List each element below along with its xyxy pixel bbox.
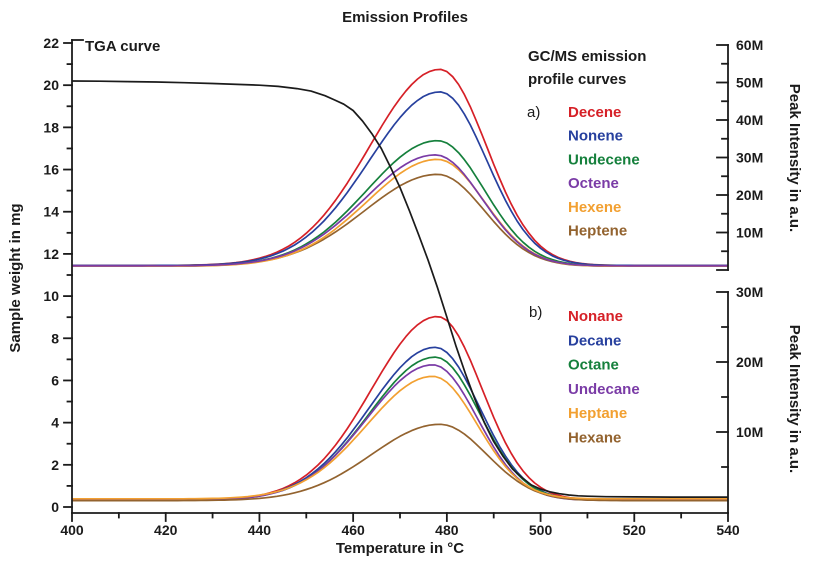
legend-item-nonane: Nonane [568, 308, 623, 325]
curve-hexane [72, 423, 728, 502]
legend-item-heptane: Heptane [568, 405, 627, 422]
legend-item-heptene: Heptene [568, 223, 627, 240]
x-tick-label: 500 [529, 522, 553, 538]
x-tick-label: 480 [435, 522, 459, 538]
gcms-label-line1: GC/MS emission [528, 48, 646, 65]
y-right-top-tick-label: 30M [736, 150, 763, 166]
tick-labels-layer: 400 420 440 460 480 500 520 540 0 2 4 6 8 10 12 14 16 18 2… [43, 35, 763, 538]
y-right-top-tick-label: 60M [736, 37, 763, 53]
x-tick-label: 420 [154, 522, 178, 538]
x-axis-label: Temperature in °C [336, 540, 464, 557]
y-right-bottom-tick-label: 10M [736, 424, 763, 440]
x-tick-label: 540 [716, 522, 740, 538]
y-left-axis-label: Sample weight in mg [7, 203, 24, 352]
x-tick-label: 440 [248, 522, 272, 538]
curve-nonane [72, 315, 728, 501]
y-left-tick-label: 4 [51, 415, 59, 431]
legend-item-nonene: Nonene [568, 128, 623, 145]
y-right-top-axis-label: Peak Intensity in a.u. [786, 84, 803, 232]
y-right-top-tick-label: 40M [736, 112, 763, 128]
y-right-bottom-tick-label: 20M [736, 354, 763, 370]
panel-b-marker: b) [529, 304, 542, 321]
curve-nonene [72, 91, 728, 267]
y-left-tick-label: 14 [43, 204, 59, 220]
y-left-tick-label: 2 [51, 457, 59, 473]
legend-panel-a: Decene Nonene Undecene Octene Hexene Heptene [568, 104, 640, 240]
curve-octane [72, 356, 728, 501]
y-left-tick-label: 12 [43, 246, 59, 262]
y-right-bottom-axis-label: Peak Intensity in a.u. [786, 325, 803, 473]
x-tick-label: 400 [60, 522, 84, 538]
legend-item-decane: Decane [568, 332, 621, 349]
chart-title: Emission Profiles [342, 9, 468, 26]
legend-item-undecane: Undecane [568, 381, 640, 398]
curve-octene [72, 154, 728, 267]
legend-item-octene: Octene [568, 175, 619, 192]
tga-curve-label: TGA curve [85, 38, 160, 55]
y-left-tick-label: 8 [51, 330, 59, 346]
y-right-bottom-tick-label: 30M [736, 284, 763, 300]
y-left-tick-label: 10 [43, 288, 59, 304]
x-tick-label: 460 [341, 522, 365, 538]
y-right-top-tick-label: 20M [736, 187, 763, 203]
x-tick-label: 520 [623, 522, 647, 538]
legend-panel-b: Nonane Decane Octane Undecane Heptane Hexane [568, 308, 640, 447]
gcms-label-line2: profile curves [528, 71, 626, 88]
axes-layer [63, 39, 729, 522]
y-right-top-tick-label: 10M [736, 225, 763, 241]
curve-tga [71, 80, 728, 498]
curve-heptane [72, 375, 728, 500]
curves-layer [71, 68, 728, 502]
legend-item-decene: Decene [568, 104, 621, 121]
legend-item-hexene: Hexene [568, 199, 621, 216]
y-left-tick-label: 6 [51, 372, 59, 388]
y-left-tick-label: 22 [43, 35, 59, 51]
legend-item-hexane: Hexane [568, 430, 621, 447]
legend-item-octane: Octane [568, 357, 619, 374]
y-left-tick-label: 20 [43, 77, 59, 93]
y-right-top-tick-label: 50M [736, 75, 763, 91]
panel-a-marker: a) [527, 104, 540, 121]
y-left-tick-label: 18 [43, 119, 59, 135]
legend-item-undecene: Undecene [568, 151, 640, 168]
curve-decane [72, 346, 728, 501]
y-left-tick-label: 16 [43, 162, 59, 178]
y-left-tick-label: 0 [51, 499, 59, 515]
curve-hexene [72, 158, 728, 268]
